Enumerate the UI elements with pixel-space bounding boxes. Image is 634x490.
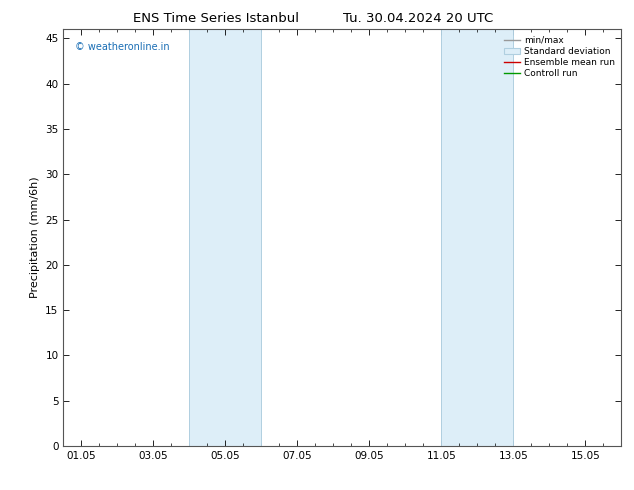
Bar <box>441 29 514 446</box>
Text: © weatheronline.in: © weatheronline.in <box>75 42 169 52</box>
Legend: min/max, Standard deviation, Ensemble mean run, Controll run: min/max, Standard deviation, Ensemble me… <box>502 34 617 80</box>
Text: Tu. 30.04.2024 20 UTC: Tu. 30.04.2024 20 UTC <box>344 12 493 25</box>
Text: ENS Time Series Istanbul: ENS Time Series Istanbul <box>133 12 299 25</box>
Bar <box>190 29 261 446</box>
Y-axis label: Precipitation (mm/6h): Precipitation (mm/6h) <box>30 177 40 298</box>
